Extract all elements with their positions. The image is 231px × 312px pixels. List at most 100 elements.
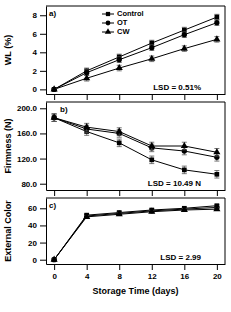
tick-label: 0 [33,85,38,94]
y-axis: 0 20 40 60 [28,199,46,265]
frame [225,6,226,94]
series-line [54,118,217,158]
series-line [54,206,217,260]
marker [215,172,220,177]
tick: 4 [85,264,90,281]
tick: 120.0 [17,155,46,164]
tick-mark [119,264,120,270]
frame [46,6,225,7]
frame [46,198,225,199]
tick: 4 [33,48,46,57]
annotation: LSD = 0.51% [153,83,201,92]
y-axis: 0 2 4 6 8 [33,7,47,95]
marker [51,85,58,91]
error-bar [214,20,219,26]
tick-mark [184,94,185,100]
tick-mark [87,190,88,196]
marker [214,20,219,25]
plot-area [51,114,221,178]
annotation: b) [60,105,68,114]
legend-marker [106,21,111,26]
series-line [54,39,217,89]
x-axis-title: Storage Time (days) [93,286,179,296]
tick-mark [40,208,46,209]
marker [213,205,220,211]
tick: 160.0 [17,129,46,138]
error-bar [117,139,122,147]
marker [181,206,188,212]
y-axis-title: Firmness (N) [3,118,13,173]
marker [83,74,90,80]
tick-mark [217,94,218,100]
tick-mark [40,225,46,226]
tick-label: 160.0 [17,129,38,138]
error-bar [182,166,187,174]
marker [149,157,154,162]
tick-label: 80.0 [21,180,37,189]
error-bar [117,57,122,63]
tick [119,94,120,100]
tick-mark [119,190,120,196]
tick: 0 [52,264,57,281]
tick-mark [40,15,46,16]
tick-mark [40,108,46,109]
tick [54,190,55,196]
axis-line [47,94,226,95]
tick-mark [40,34,46,35]
legend-label: Control [117,9,144,18]
tick-mark [40,184,46,185]
tick-label: 0 [33,256,38,265]
tick-label: 20 [28,239,37,248]
tick-label: 4 [85,272,90,281]
tick [54,94,55,100]
tick: 6 [33,30,46,39]
marker [116,127,123,133]
tick: 200.0 [17,104,46,113]
tick: 40 [28,221,46,230]
tick [217,190,218,196]
tick-label: 4 [33,48,38,57]
series-line [54,118,217,153]
marker [116,210,123,216]
marker [149,45,154,50]
y-axis-title: WL (%) [3,35,13,65]
series-line [54,17,217,89]
series-line [54,118,217,175]
y-axis: 80.0 120.0 160.0 200.0 [17,103,47,191]
tick-mark [40,260,46,261]
error-bar [149,156,154,164]
annotation: c) [49,201,56,210]
tick-label: 8 [33,11,38,20]
tick-label: 40 [28,221,37,230]
tick: 8 [33,11,46,20]
legend: ControlOTCW [102,9,144,36]
frame [225,102,226,190]
tick-mark [119,94,120,100]
tick [184,190,185,196]
tick-mark [184,264,185,270]
tick-mark [54,94,55,100]
tick-mark [40,243,46,244]
marker [213,35,220,41]
tick-label: 8 [118,272,123,281]
legend-label: CW [117,27,130,36]
marker [117,57,122,62]
tick: 20 [213,264,222,281]
tick: 60 [28,204,46,213]
tick [217,94,218,100]
tick-mark [152,264,153,270]
marker [148,142,155,148]
x-axis [47,190,226,196]
axis-line [46,103,47,191]
marker [116,64,123,70]
marker [84,213,89,218]
tick-label: 2 [33,67,38,76]
marker [215,15,220,20]
tick-label: 6 [33,30,38,39]
annotation: a) [49,9,56,18]
marker [51,256,58,262]
tick-mark [54,264,55,270]
tick-label: 12 [148,272,157,281]
tick-label: 16 [180,272,189,281]
tick-mark [40,71,46,72]
